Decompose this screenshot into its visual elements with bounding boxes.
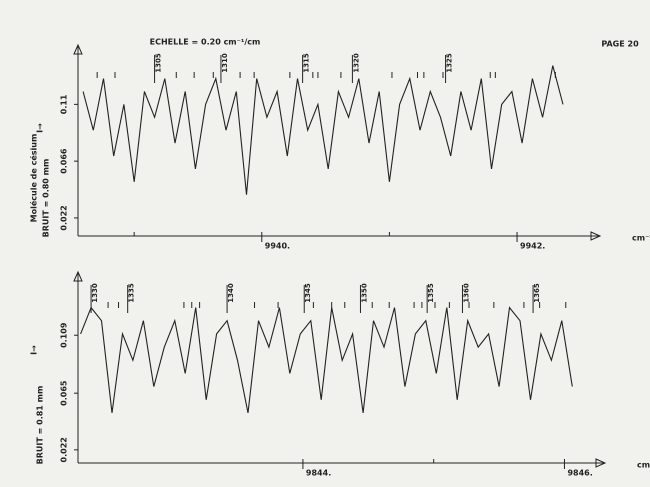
spectrum-line xyxy=(82,65,564,195)
y-axis-label: I→ xyxy=(30,345,39,355)
x-axis-label: cm⁻¹ xyxy=(632,234,650,243)
marker-label: 1355 xyxy=(427,283,435,303)
y-axis-label: I→ xyxy=(36,123,45,133)
x-arrow xyxy=(595,458,607,468)
scale-label: ECHELLE = 0.20 cm⁻¹/cm xyxy=(150,38,261,47)
y-tick-label: 0.11 xyxy=(60,94,69,114)
y-tick-label: 0.022 xyxy=(60,205,69,230)
x-tick-label: 9844. xyxy=(306,469,331,478)
marker-label: 1310 xyxy=(221,53,229,73)
y-tick-label: 0.109 xyxy=(60,322,69,348)
marker-label: 1305 xyxy=(155,53,163,73)
marker-label: 1365 xyxy=(533,283,541,303)
x-arrow xyxy=(590,231,602,241)
marker-label: 1340 xyxy=(227,283,235,303)
y-tick-label: 0.065 xyxy=(60,380,69,406)
y-arrow xyxy=(73,270,83,282)
marker-label: 1330 xyxy=(91,283,99,303)
page-number: PAGE 20 xyxy=(601,40,639,49)
x-tick-label: 9942. xyxy=(520,242,545,251)
y-arrow xyxy=(73,43,83,55)
marker-label: 1350 xyxy=(360,283,368,303)
molecule-label: Molécule de césium xyxy=(29,134,39,223)
marker-label: 1345 xyxy=(304,283,312,303)
x-axis-label: cm xyxy=(637,461,650,470)
marker-label: 1335 xyxy=(128,283,136,303)
noise-label: BRUIT = 0.80 mm xyxy=(42,159,51,238)
marker-label: 1360 xyxy=(462,283,470,303)
y-tick-label: 0.066 xyxy=(60,148,69,174)
x-tick-label: 9940. xyxy=(265,242,290,251)
marker-label: 1320 xyxy=(352,53,360,73)
marker-label: 1315 xyxy=(303,53,311,73)
y-tick-label: 0.022 xyxy=(60,437,69,462)
marker-label: 1325 xyxy=(446,53,454,73)
spectrum-line xyxy=(80,306,573,414)
x-tick-label: 9846. xyxy=(567,469,592,478)
noise-label: BRUIT = 0.81 mm xyxy=(36,386,45,465)
